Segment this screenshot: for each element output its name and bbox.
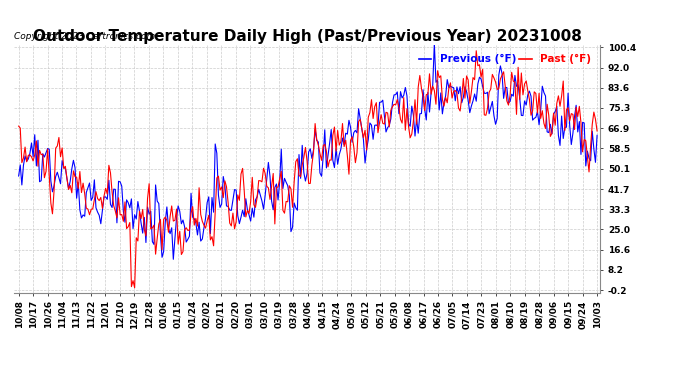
Legend: Previous (°F), Past (°F): Previous (°F), Past (°F): [415, 50, 595, 69]
Title: Outdoor Temperature Daily High (Past/Previous Year) 20231008: Outdoor Temperature Daily High (Past/Pre…: [32, 29, 582, 44]
Text: Copyright 2023 Cartronics.com: Copyright 2023 Cartronics.com: [14, 32, 155, 41]
